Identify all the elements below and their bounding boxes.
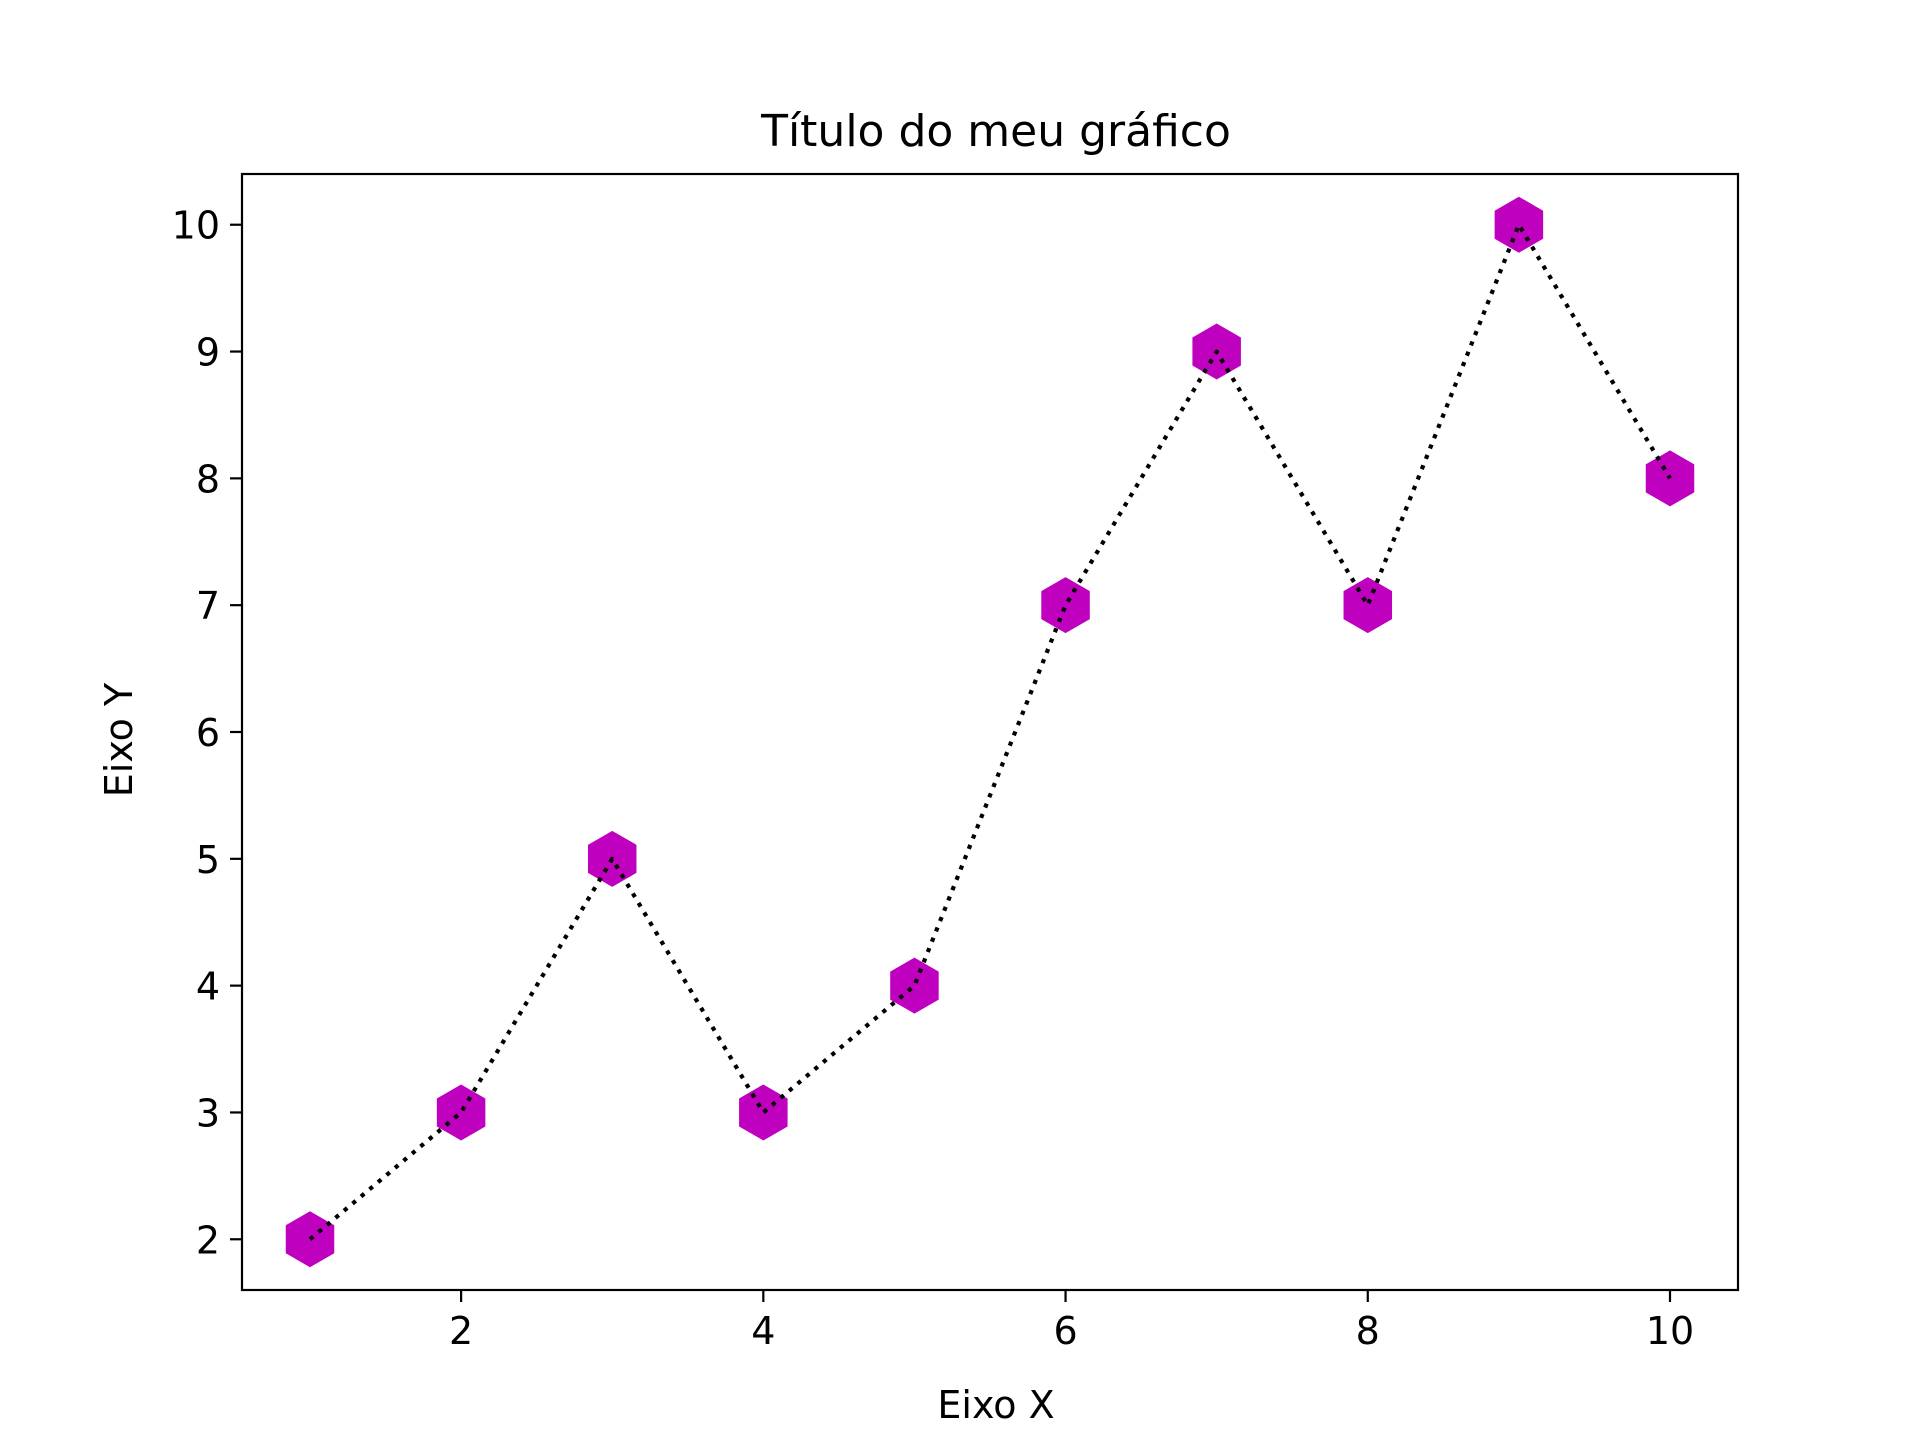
- chart-title: Título do meu gráfico: [760, 106, 1231, 157]
- y-tick-label: 4: [196, 965, 220, 1009]
- x-tick-label: 2: [449, 1309, 473, 1353]
- data-point: [1494, 196, 1544, 253]
- y-tick-label: 5: [196, 838, 220, 882]
- y-tick-label: 3: [196, 1091, 220, 1135]
- y-tick-label: 10: [172, 204, 220, 248]
- series-line: [308, 222, 1672, 1241]
- data-point: [1041, 577, 1090, 634]
- x-tick-label: 8: [1356, 1309, 1380, 1353]
- y-tick-label: 6: [196, 711, 220, 755]
- x-tick-label: 6: [1053, 1309, 1077, 1353]
- data-point: [1343, 577, 1393, 634]
- x-tick-label: 10: [1646, 1309, 1694, 1353]
- y-axis-label: Eixo Y: [97, 682, 141, 797]
- data-point: [436, 1084, 486, 1141]
- y-tick-label: 8: [196, 457, 220, 501]
- y-tick-label: 7: [196, 584, 220, 628]
- x-tick-label: 4: [751, 1309, 775, 1353]
- plot-area: 2 4 6 8 10 2 3 4 5 6 7 8 9 10: [172, 172, 1740, 1353]
- data-point: [890, 957, 939, 1014]
- axes-frame: [240, 172, 1740, 1292]
- x-axis-label: Eixo X: [937, 1383, 1054, 1427]
- y-tick-label: 9: [196, 331, 220, 375]
- y-tick-label: 2: [196, 1218, 220, 1262]
- data-point: [739, 1084, 788, 1141]
